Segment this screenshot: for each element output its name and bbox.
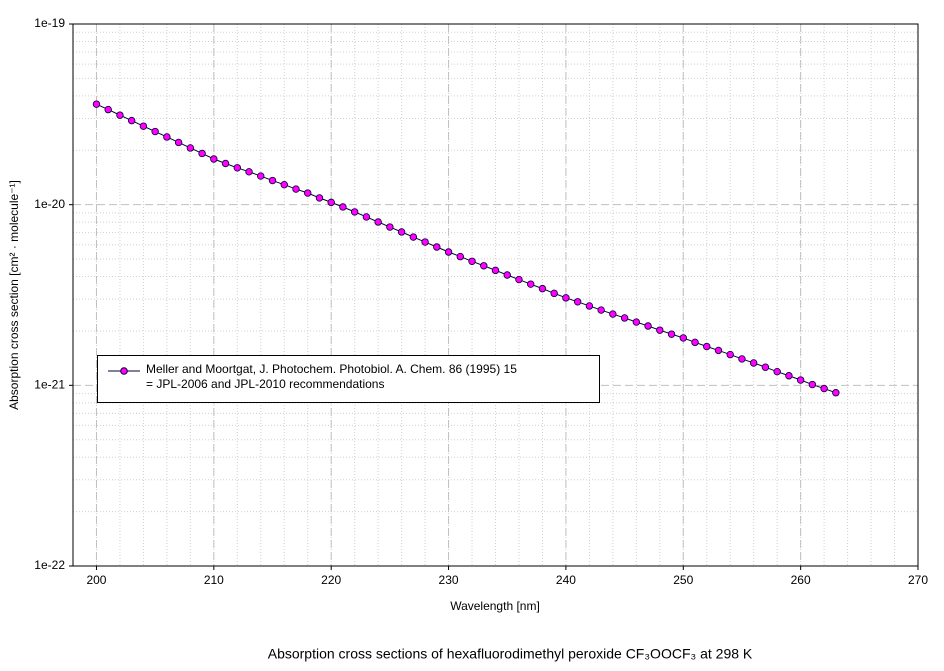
x-tick-label: 220 <box>321 573 341 587</box>
data-point <box>339 203 347 211</box>
legend: Meller and Moortgat, J. Photochem. Photo… <box>97 355 600 403</box>
data-point <box>386 223 394 231</box>
data-point <box>174 138 183 147</box>
data-point <box>820 384 828 393</box>
data-point <box>667 330 676 338</box>
data-point <box>433 243 441 251</box>
data-point <box>315 194 324 202</box>
legend-symbol <box>108 367 140 375</box>
chart-title: Absorption cross sections of hexafluorod… <box>268 646 753 662</box>
data-point <box>280 180 288 189</box>
data-point <box>832 389 840 397</box>
x-tick-label: 240 <box>556 573 576 587</box>
data-point <box>796 376 805 384</box>
data-point <box>515 275 523 284</box>
data-point <box>210 155 218 163</box>
data-point <box>92 100 101 108</box>
x-tick-label: 200 <box>86 573 106 587</box>
data-point <box>116 111 124 119</box>
y-tick-label: 1e-19 <box>34 16 65 30</box>
data-point <box>550 289 558 298</box>
plot-frame <box>72 23 919 567</box>
series-line <box>96 103 837 394</box>
data-point <box>679 334 687 342</box>
y-tick-label: 1e-22 <box>34 558 65 572</box>
legend-label: Meller and Moortgat, J. Photochem. Photo… <box>146 362 517 391</box>
data-point <box>397 228 406 236</box>
data-point <box>620 314 629 322</box>
data-point <box>444 248 453 256</box>
data-point <box>597 306 605 314</box>
data-point <box>562 294 570 302</box>
data-point <box>374 218 382 226</box>
data-point <box>785 372 793 380</box>
data-point <box>127 116 136 125</box>
data-point <box>163 133 171 141</box>
data-point <box>585 302 594 310</box>
data-point <box>573 298 582 306</box>
data-point <box>327 198 335 207</box>
data-point <box>456 252 464 261</box>
data-point <box>362 213 371 221</box>
data-point <box>773 367 781 376</box>
data-point <box>726 350 734 359</box>
data-point <box>632 318 641 326</box>
data-point <box>691 338 699 347</box>
data-point <box>491 266 500 275</box>
data-point <box>749 359 758 367</box>
data-point <box>304 189 312 197</box>
data-point <box>714 346 723 355</box>
data-point <box>761 363 770 371</box>
data-point <box>703 342 711 351</box>
data-point <box>186 144 195 152</box>
grid <box>73 23 919 567</box>
data-point <box>245 168 253 176</box>
data-point <box>151 127 159 136</box>
x-tick-label: 260 <box>791 573 811 587</box>
data-point <box>104 105 112 114</box>
data-point <box>738 355 746 363</box>
x-tick-label: 270 <box>908 573 928 587</box>
data-point <box>221 159 230 168</box>
data-point <box>268 176 277 185</box>
data-point <box>198 149 206 158</box>
data-point <box>468 257 476 265</box>
x-axis-label: Wavelength [nm] <box>450 599 540 613</box>
data-point <box>808 380 817 389</box>
data-point <box>233 164 242 172</box>
data-point <box>257 172 265 180</box>
data-point <box>503 271 511 279</box>
data-point <box>409 233 418 241</box>
data-point <box>139 122 148 130</box>
x-tick-label: 210 <box>204 573 224 587</box>
legend-marker <box>120 367 128 375</box>
data-point <box>480 262 488 270</box>
y-tick-label: 1e-21 <box>34 378 65 392</box>
data-point <box>350 208 359 216</box>
x-tick-label: 230 <box>439 573 459 587</box>
x-tick-label: 250 <box>673 573 693 587</box>
data-point <box>421 238 429 246</box>
data-point <box>656 326 664 334</box>
y-tick-label: 1e-20 <box>34 197 65 211</box>
data-point <box>644 322 652 330</box>
y-axis-label: Absorption cross section [cm² · molecule… <box>7 180 21 410</box>
data-point <box>538 284 547 293</box>
data-point <box>527 280 535 288</box>
data-point <box>609 310 617 318</box>
data-point <box>292 185 300 193</box>
